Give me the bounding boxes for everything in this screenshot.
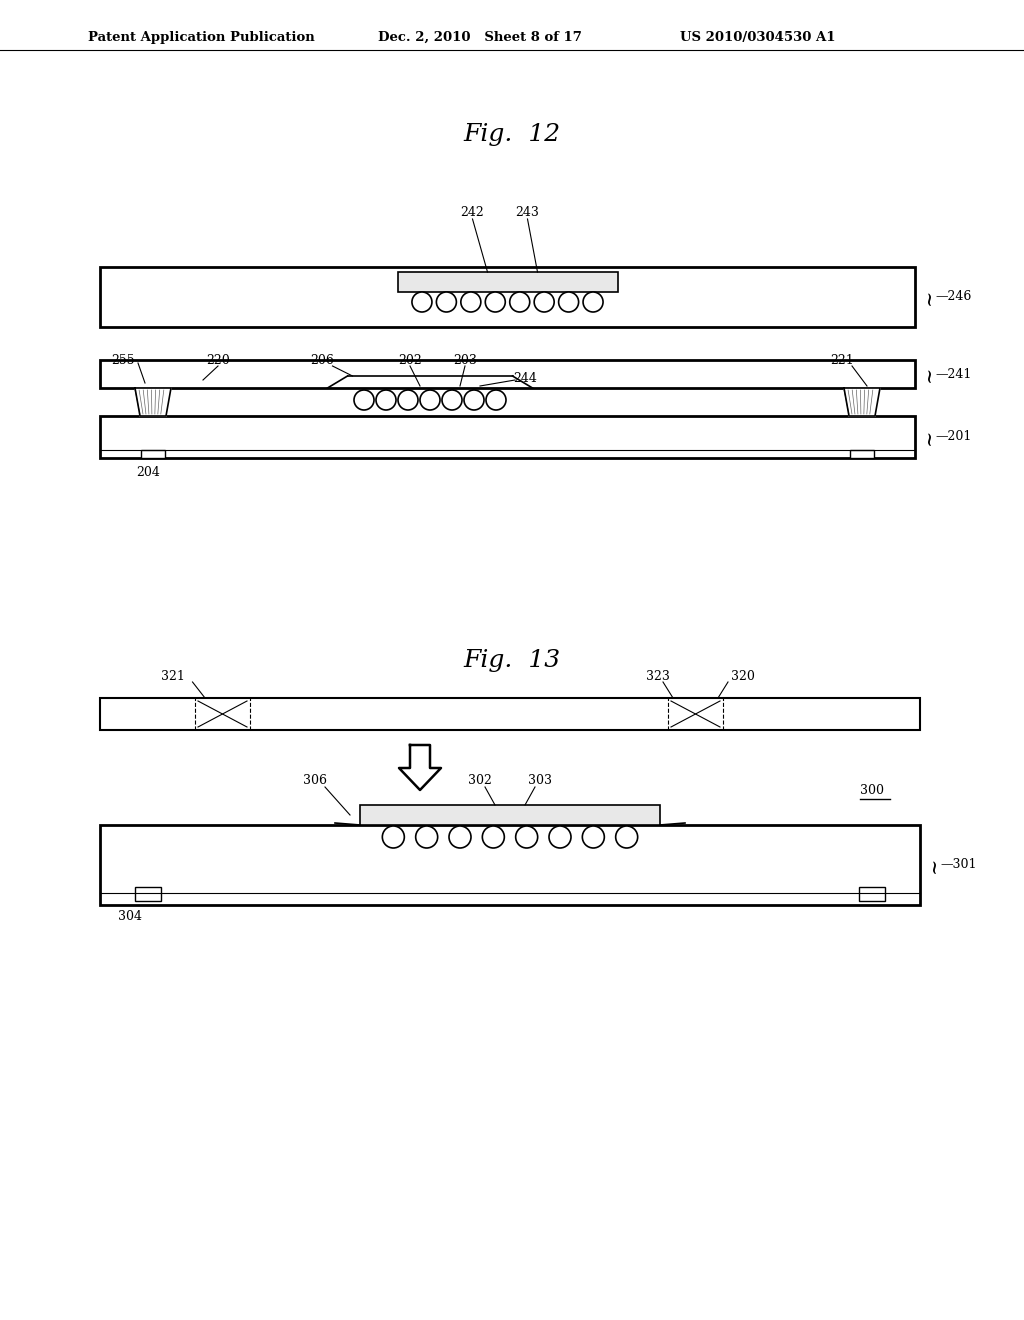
Circle shape [416,826,437,847]
Text: 244: 244 [513,371,537,384]
Text: 243: 243 [515,206,540,219]
Text: 320: 320 [731,669,755,682]
Text: 242: 242 [461,206,484,219]
Circle shape [354,389,374,411]
Circle shape [615,826,638,847]
Text: —246: —246 [935,290,972,304]
Text: —301: —301 [940,858,977,871]
Text: 323: 323 [646,669,670,682]
Circle shape [510,292,529,312]
Text: 220: 220 [206,354,229,367]
Text: Fig.  12: Fig. 12 [464,124,560,147]
Text: 303: 303 [528,774,552,787]
Circle shape [535,292,554,312]
Polygon shape [135,388,171,416]
Text: 255: 255 [112,354,135,367]
Circle shape [516,826,538,847]
Bar [397,272,617,292]
Bar [100,825,920,906]
Text: 204: 204 [136,466,160,479]
Text: Patent Application Publication: Patent Application Publication [88,30,314,44]
Circle shape [464,389,484,411]
Text: 302: 302 [468,774,492,787]
Text: —201: —201 [935,430,972,444]
Circle shape [420,389,440,411]
Bar [850,450,874,458]
Circle shape [583,826,604,847]
Circle shape [461,292,481,312]
Text: ~: ~ [925,857,943,874]
Circle shape [485,292,505,312]
Text: 221: 221 [830,354,854,367]
Bar [135,887,161,902]
Text: 203: 203 [453,354,477,367]
Text: 300: 300 [860,784,884,797]
Circle shape [549,826,571,847]
Circle shape [486,389,506,411]
Text: ~: ~ [920,429,938,445]
Text: US 2010/0304530 A1: US 2010/0304530 A1 [680,30,836,44]
Circle shape [376,389,396,411]
Text: 304: 304 [118,911,142,924]
Circle shape [412,292,432,312]
Text: ~: ~ [920,289,938,305]
Polygon shape [399,744,441,789]
Bar [100,698,920,730]
Text: 321: 321 [161,669,184,682]
Circle shape [398,389,418,411]
Polygon shape [844,388,880,416]
Text: 202: 202 [398,354,422,367]
Bar [100,360,915,388]
Text: Dec. 2, 2010   Sheet 8 of 17: Dec. 2, 2010 Sheet 8 of 17 [378,30,582,44]
Circle shape [559,292,579,312]
Text: ~: ~ [920,366,938,383]
Bar [100,267,915,327]
Bar [859,887,885,902]
Circle shape [482,826,505,847]
Bar [100,416,915,458]
Circle shape [382,826,404,847]
Bar [141,450,165,458]
Text: 306: 306 [303,774,327,787]
Circle shape [583,292,603,312]
Circle shape [449,826,471,847]
Text: Fig.  13: Fig. 13 [464,648,560,672]
Text: —241: —241 [935,367,972,380]
Bar [360,805,660,825]
Text: 206: 206 [310,354,335,367]
Circle shape [442,389,462,411]
Circle shape [436,292,457,312]
